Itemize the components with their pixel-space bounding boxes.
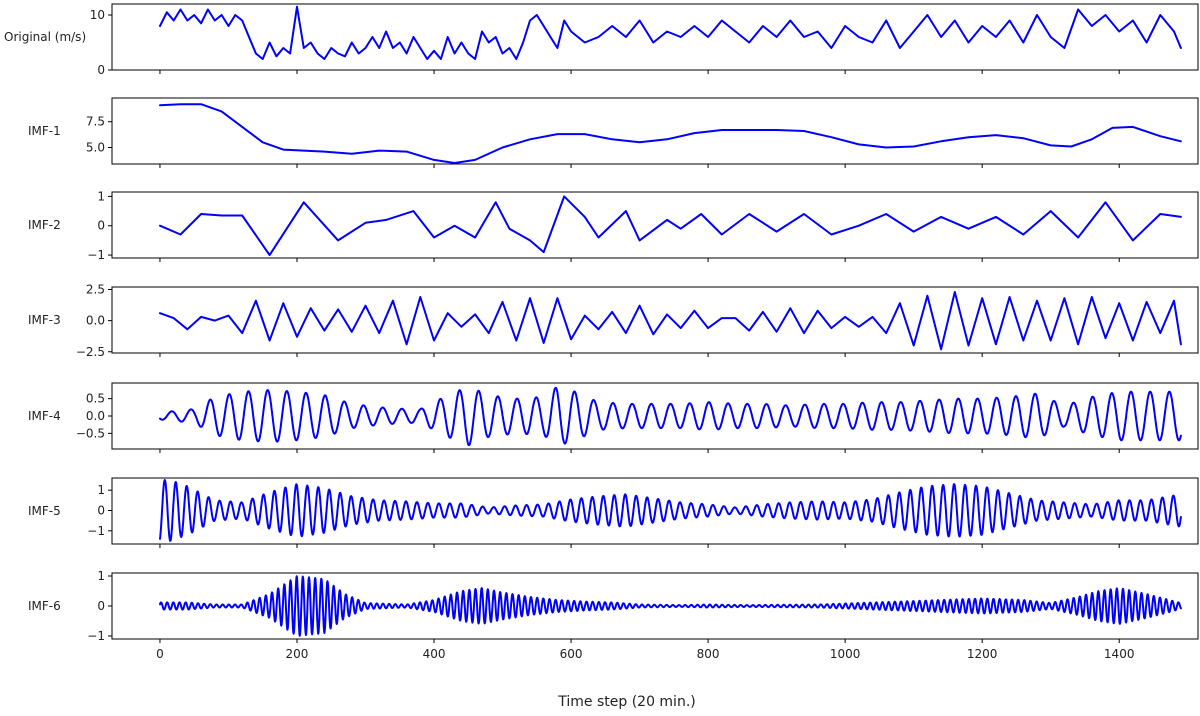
panel-label: IMF-4: [28, 409, 61, 423]
plot-frame: [111, 286, 1199, 354]
series-line: [159, 386, 1182, 447]
panel-label: IMF-5: [28, 504, 61, 518]
series-line: [159, 291, 1182, 351]
panel-3: −2.5 0.0 2.5 IMF-3: [28, 282, 1199, 359]
x-tick-label: 1200: [967, 647, 998, 661]
series-line: [159, 479, 1182, 542]
y-tick-label: −1: [87, 248, 105, 262]
y-tick-label: −1: [87, 629, 105, 643]
plot-frame: [111, 3, 1199, 71]
y-tick-label: 10: [90, 8, 105, 22]
series-line: [159, 195, 1182, 257]
x-tick-label: 0: [156, 647, 164, 661]
panel-0: 0 10 Original (m/s): [4, 3, 1199, 77]
series-line: [159, 5, 1182, 60]
y-tick-label: 0.0: [86, 409, 105, 423]
panel-label: Original (m/s): [4, 30, 86, 44]
y-tick-label: 0.0: [86, 314, 105, 328]
y-tick-label: 0: [97, 219, 105, 233]
panel-label: IMF-6: [28, 599, 61, 613]
plot-frame: [111, 191, 1199, 259]
x-tick-label: 600: [560, 647, 583, 661]
y-tick-label: 0: [97, 599, 105, 613]
y-tick-label: 0.5: [86, 392, 105, 406]
y-tick-label: −1: [87, 524, 105, 538]
y-tick-label: 2.5: [86, 282, 105, 296]
y-tick-label: −2.5: [76, 345, 105, 359]
panel-5: −1 0 1 IMF-5: [28, 477, 1199, 548]
plot-frame: [111, 97, 1199, 165]
y-tick-label: 1: [97, 189, 105, 203]
panel-label: IMF-2: [28, 218, 61, 232]
y-tick-label: 0: [97, 63, 105, 77]
plot-frame: [111, 477, 1199, 545]
y-tick-label: −0.5: [76, 426, 105, 440]
x-tick-label: 800: [697, 647, 720, 661]
panel-6: −1 0 1 IMF-6: [28, 569, 1199, 643]
x-tick-label: 1400: [1104, 647, 1135, 661]
panel-4: −0.5 0.0 0.5 IMF-4: [28, 382, 1199, 453]
x-tick-label: 400: [423, 647, 446, 661]
panel-2: −1 0 1 IMF-2: [28, 189, 1199, 262]
panel-1: 5.0 7.5 IMF-1: [28, 97, 1199, 168]
series-line: [159, 103, 1182, 164]
x-tick-label: 1000: [830, 647, 861, 661]
x-tick-label: 200: [286, 647, 309, 661]
series-line: [159, 575, 1182, 637]
x-axis-label: Time step (20 min.): [558, 694, 696, 710]
y-tick-label: 7.5: [86, 115, 105, 129]
panel-label: IMF-1: [28, 124, 61, 138]
panel-label: IMF-3: [28, 313, 61, 327]
y-tick-label: 1: [97, 569, 105, 583]
y-tick-label: 1: [97, 483, 105, 497]
y-tick-label: 0: [97, 503, 105, 517]
y-tick-label: 5.0: [86, 141, 105, 155]
